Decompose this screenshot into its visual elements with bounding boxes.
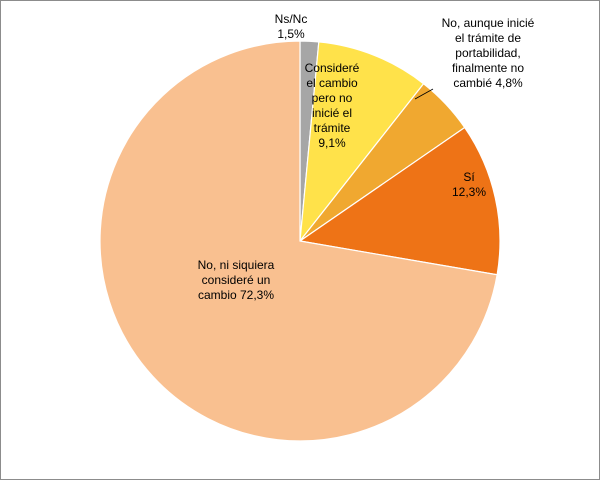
slice-label-line: consideré un (202, 273, 271, 287)
pie-slices (99, 40, 501, 442)
slice-label-line: inicié el (312, 106, 352, 120)
slice-label-line: portabilidad, (455, 46, 520, 60)
slice-label-line: cambié 4,8% (453, 76, 523, 90)
slice-label-line: trámite (314, 121, 351, 135)
slice-label-line: No, aunque inicié (442, 16, 535, 30)
pie-slice-1 (299, 41, 425, 243)
pie-slice-4 (99, 40, 498, 442)
slice-label-2: No, aunque inicié el trámite de portabilid… (442, 16, 535, 90)
slice-label-line: No, ni siquiera (198, 258, 275, 272)
slice-label-line: 12,3% (452, 185, 486, 199)
leader-line-2 (414, 88, 434, 100)
slice-label-0: Ns/Nc 1,5% (275, 12, 308, 41)
slice-label-line: Consideré (305, 61, 360, 75)
slice-label-4: No, ni siquiera consideré un cambio 72,3% (198, 258, 275, 302)
slice-label-line: el cambio (306, 76, 358, 90)
slice-label-line: Sí (463, 170, 475, 184)
slice-label-line: 1,5% (277, 27, 305, 41)
slice-label-3: Sí 12,3% (452, 170, 486, 199)
slice-label-line: cambio 72,3% (198, 288, 274, 302)
slice-label-line: el trámite de (455, 31, 521, 45)
slice-label-line: pero no (312, 91, 353, 105)
pie-slice-3 (298, 126, 501, 276)
slice-label-line: 9,1% (318, 136, 346, 150)
slice-label-1: Consideré el cambio pero no inicié el trámit… (305, 61, 360, 150)
slice-label-line: finalmente no (452, 61, 524, 75)
slice-label-line: Ns/Nc (275, 12, 308, 26)
